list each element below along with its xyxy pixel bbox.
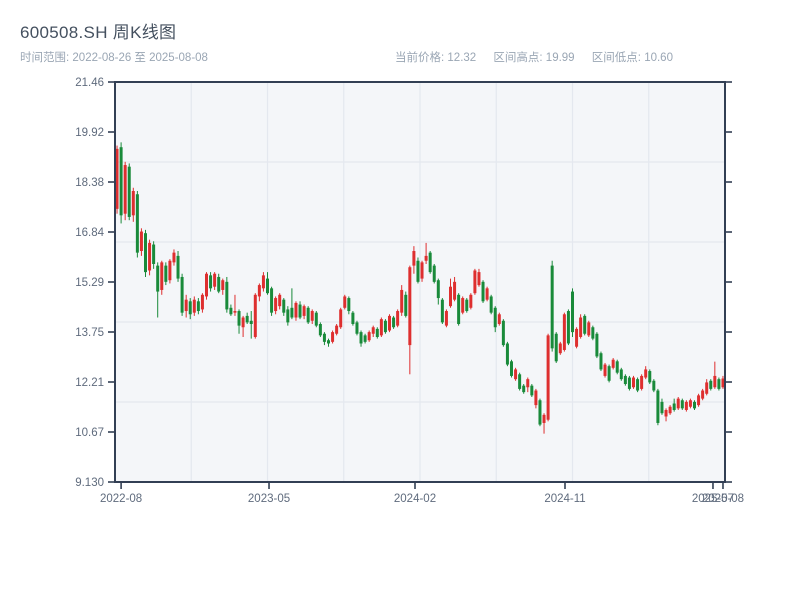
svg-text:10.67: 10.67	[75, 427, 104, 439]
range-high-stat: 区间高点: 19.99	[493, 52, 575, 64]
date-range-caption: 时间范围:	[20, 52, 70, 64]
svg-text:21.46: 21.46	[75, 77, 104, 89]
svg-text:16.84: 16.84	[75, 227, 104, 239]
svg-text:15.29: 15.29	[75, 277, 104, 289]
date-range-value: 2022-08-26 至 2025-08-08	[72, 52, 208, 64]
price-stats: 当前价格: 12.32 区间高点: 19.99 区间低点: 10.60	[395, 49, 673, 65]
svg-text:18.38: 18.38	[75, 177, 104, 189]
range-low-value: 10.60	[644, 52, 673, 64]
range-high-value: 19.99	[545, 52, 575, 64]
svg-text:2024-02: 2024-02	[394, 493, 436, 505]
svg-text:9.130: 9.130	[75, 477, 104, 489]
svg-text:2022-08: 2022-08	[100, 493, 142, 505]
range-low-stat: 区间低点: 10.60	[591, 52, 673, 64]
current-price-stat: 当前价格: 12.32	[395, 52, 477, 64]
page-title: 600508.SH 周K线图	[20, 23, 177, 42]
date-range-label: 时间范围: 2022-08-26 至 2025-08-08	[20, 49, 208, 65]
svg-text:2024-11: 2024-11	[544, 493, 585, 505]
svg-text:19.92: 19.92	[75, 127, 104, 139]
svg-text:2025-07: 2025-07	[692, 493, 734, 505]
svg-text:2025-08: 2025-08	[702, 493, 744, 505]
svg-text:13.75: 13.75	[75, 327, 104, 339]
svg-text:2023-05: 2023-05	[248, 493, 290, 505]
current-price-value: 12.32	[447, 52, 477, 64]
svg-text:12.21: 12.21	[75, 377, 104, 389]
